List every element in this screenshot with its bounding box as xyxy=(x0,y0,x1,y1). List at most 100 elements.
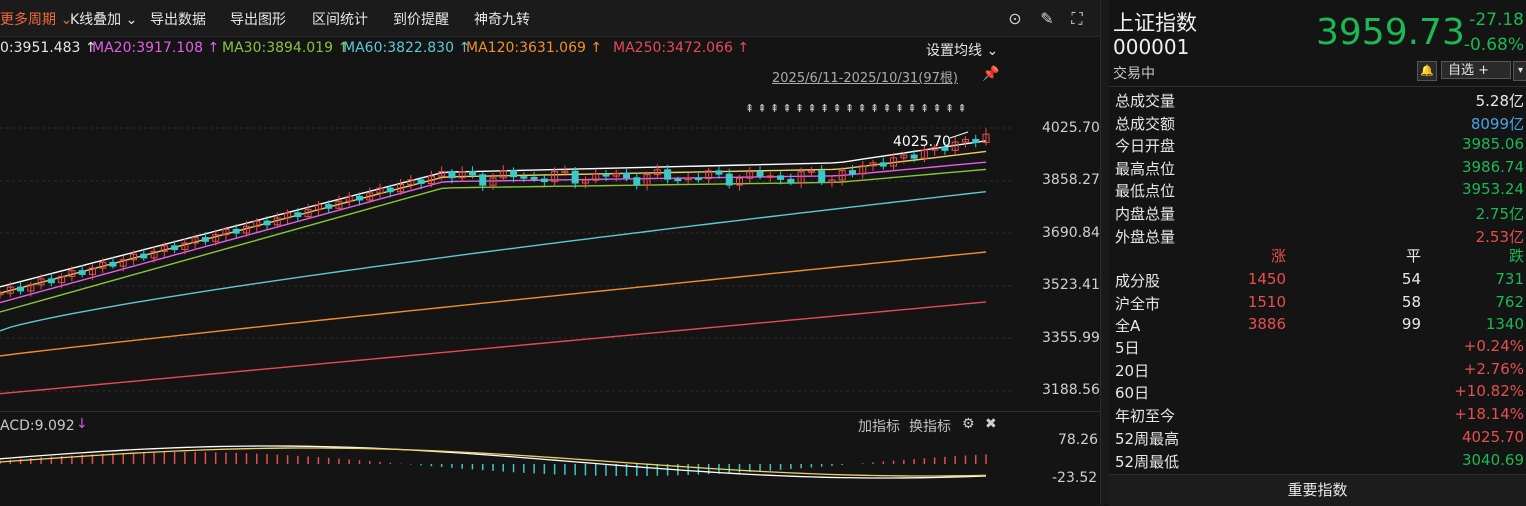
ma250-line xyxy=(0,301,987,395)
add-indicator-button[interactable]: 加指标 xyxy=(858,419,900,435)
period-value: +2.76% xyxy=(1463,359,1524,378)
last-price: 3959.73 xyxy=(1316,12,1465,53)
pin-icon[interactable]: 📌 xyxy=(982,66,1000,82)
gear-icon[interactable]: ⚙ xyxy=(962,416,975,432)
candle-body xyxy=(561,170,569,174)
kline-overlay-dropdown[interactable]: K线叠加 ⌄ xyxy=(70,9,137,29)
close-circle-icon[interactable]: ✖ xyxy=(985,416,997,432)
signal-marker-icon: ⇞ xyxy=(845,102,854,115)
candle-body xyxy=(109,261,117,267)
fullscreen-icon[interactable]: ⛶ xyxy=(1071,9,1083,28)
stat-label: 总成交量 xyxy=(1115,92,1176,110)
period-value: +0.24% xyxy=(1463,337,1524,355)
price-axis: 4025.70 3858.27 3690.84 3523.41 3355.99 … xyxy=(1012,60,1100,410)
period-row: 5日 +0.24% xyxy=(1109,337,1526,359)
candle-body xyxy=(181,242,189,251)
period-label: 52周最低 xyxy=(1115,452,1180,471)
stat-row: 总成交量 5.28亿 xyxy=(1109,90,1526,112)
breadth-down: 731 xyxy=(1495,270,1524,288)
period-row: 年初至今 +18.14% xyxy=(1109,405,1526,427)
candle-body xyxy=(777,175,785,180)
candle-body xyxy=(468,171,476,176)
bell-icon[interactable]: 🔔 xyxy=(1417,61,1437,81)
candle-body xyxy=(479,174,487,186)
collapse-circle-icon[interactable]: ⊙ xyxy=(1008,9,1022,28)
price-alert-button[interactable]: 到价提醒 xyxy=(393,12,449,28)
magic-nine-button[interactable]: 神奇九转 xyxy=(474,12,530,28)
breadth-label: 成分股 xyxy=(1115,272,1161,290)
period-label: 年初至今 xyxy=(1115,407,1176,426)
period-label: 20日 xyxy=(1115,361,1150,380)
dif-line xyxy=(0,445,987,479)
breadth-row: 成分股 1450 54 731 xyxy=(1109,270,1526,292)
candle-body xyxy=(438,171,446,177)
period-label: 更多周期 xyxy=(0,12,56,28)
signal-marker-icon: ⇞ xyxy=(958,102,967,115)
macd-down-arrow-icon: ↓ xyxy=(76,416,88,432)
stat-value: 2.75亿 xyxy=(1475,205,1524,223)
macd-chart[interactable] xyxy=(0,432,1012,492)
signal-marker-icon: ⇞ xyxy=(758,102,767,115)
candle-body xyxy=(37,278,45,286)
switch-indicator-button[interactable]: 换指标 xyxy=(909,419,951,435)
key-index-button[interactable]: 重要指数 xyxy=(1109,474,1526,506)
export-chart-button[interactable]: 导出图形 xyxy=(230,12,286,28)
candle-body xyxy=(869,162,877,167)
candle-body xyxy=(612,172,620,177)
candle-body xyxy=(140,253,148,259)
range-stats-button[interactable]: 区间统计 xyxy=(312,12,368,28)
breadth-header: 涨 平 跌 xyxy=(1109,245,1526,267)
stat-row: 今日开盘 3985.06 xyxy=(1109,135,1526,157)
candle-body xyxy=(592,173,600,181)
signal-marker-icon: ⇞ xyxy=(833,102,842,115)
signal-marker-icon: ⇞ xyxy=(770,102,779,115)
period-value: +18.14% xyxy=(1454,405,1524,424)
candle-body xyxy=(746,171,754,179)
stat-label: 今日开盘 xyxy=(1115,137,1176,156)
more-menu-icon[interactable]: ▾ xyxy=(1513,61,1526,81)
candle-body xyxy=(602,173,610,177)
candle-body xyxy=(653,169,661,176)
candle-body xyxy=(171,245,179,251)
candle-body xyxy=(633,177,641,186)
period-row: 60日 +10.82% xyxy=(1109,382,1526,404)
signal-marker-icon: ⇞ xyxy=(858,102,867,115)
candle-body xyxy=(160,245,168,252)
candle-body xyxy=(458,171,466,179)
breadth-flat: 99 xyxy=(1401,315,1421,333)
candle-body xyxy=(540,178,548,183)
kline-chart[interactable]: ⇞ ⇞ ⇞ ⇞ ⇞ ⇞ ⇞ ⇞ ⇞ ⇞ ⇞ ⇞ ⇞ ⇞ ⇞ ⇞ ⇞ ⇞4025.70 xyxy=(0,60,1012,410)
period-value: 3040.69 xyxy=(1461,450,1524,469)
ma5-line xyxy=(0,140,987,288)
breadth-label: 全A xyxy=(1115,317,1141,335)
candle-body xyxy=(643,174,651,186)
candle-body xyxy=(797,171,805,184)
candle-body xyxy=(499,170,507,179)
add-watchlist-button[interactable]: 自选 + xyxy=(1441,61,1511,79)
stat-label: 最高点位 xyxy=(1115,159,1176,178)
stat-value: 3953.24 xyxy=(1461,180,1524,199)
candle-body xyxy=(972,138,980,143)
export-data-button[interactable]: 导出数据 xyxy=(150,12,206,28)
candle-body xyxy=(448,171,456,179)
candle-body xyxy=(27,284,35,292)
draw-pen-icon[interactable]: ✎ xyxy=(1040,9,1054,28)
breadth-down-header: 跌 xyxy=(1508,247,1524,265)
chevron-down-icon: ⌄ xyxy=(60,12,73,28)
candle-body xyxy=(47,278,55,284)
signal-marker-icon: ⇞ xyxy=(908,102,917,115)
stat-row: 内盘总量 2.75亿 xyxy=(1109,203,1526,225)
chevron-down-icon: ⌄ xyxy=(125,12,138,28)
candle-body xyxy=(684,177,692,181)
candle-body xyxy=(818,170,826,183)
candle-body xyxy=(530,176,538,180)
candle-body xyxy=(376,187,384,194)
ma-settings-button[interactable]: 设置均线 ⌄ xyxy=(926,40,998,60)
candle-body xyxy=(890,157,898,167)
index-code: 000001 xyxy=(1113,35,1190,59)
panel-divider[interactable] xyxy=(0,411,1100,412)
period-value: 4025.70 xyxy=(1461,427,1524,446)
chart-toolbar: 更多周期 ⌄ K线叠加 ⌄ 导出数据 导出图形 区间统计 到价提醒 神奇九转 ⊙… xyxy=(0,0,1100,37)
candle-body xyxy=(150,250,158,259)
period-dropdown[interactable]: 更多周期 ⌄ xyxy=(0,9,72,29)
